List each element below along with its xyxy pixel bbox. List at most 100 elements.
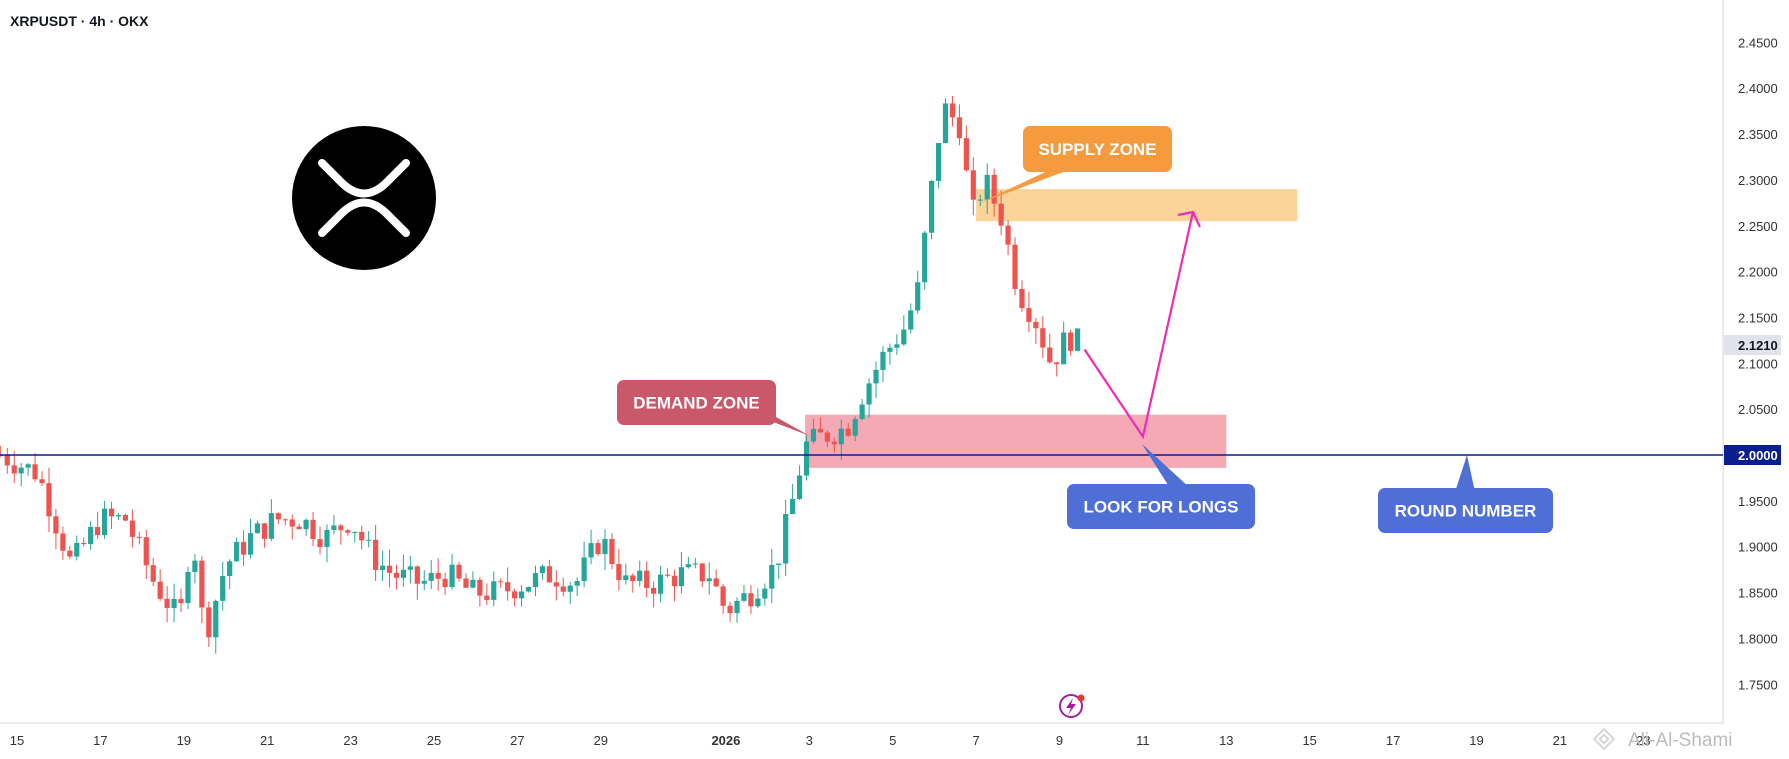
candle-body xyxy=(678,567,685,587)
candle-body xyxy=(206,607,212,638)
candle-body xyxy=(734,600,740,614)
candle-body xyxy=(115,514,122,517)
candle-body xyxy=(359,531,365,541)
candle-body xyxy=(991,174,997,204)
look-for-longs-callout-label: LOOK FOR LONGS xyxy=(1084,498,1239,517)
candle-body xyxy=(963,138,969,171)
candle-body xyxy=(1033,321,1039,329)
price-axis[interactable]: 1.7500 1.8000 1.8500 1.9000 1.9500 2.0500 2.10… xyxy=(1724,35,1781,692)
candle-body xyxy=(1040,328,1046,348)
candle-body xyxy=(852,418,858,436)
candle-body xyxy=(477,579,483,596)
lightning-icon[interactable] xyxy=(1059,694,1085,718)
candle-body xyxy=(845,428,851,436)
y-tick-label: 1.8500 xyxy=(1738,586,1778,601)
round-number-tag xyxy=(1724,445,1781,465)
candle-body xyxy=(442,578,448,588)
x-tick-label: 25 xyxy=(427,733,441,748)
y-tick-label: 2.0500 xyxy=(1738,402,1778,417)
candle-body xyxy=(776,563,782,565)
candle-body xyxy=(790,498,796,514)
candle-body xyxy=(1005,225,1011,245)
candle-body xyxy=(491,581,497,600)
candle-body xyxy=(386,565,393,573)
candle-body xyxy=(185,572,191,604)
x-tick-label: 17 xyxy=(93,733,107,748)
candle-body xyxy=(1026,308,1032,322)
candle-body xyxy=(220,576,226,601)
candle-body xyxy=(150,565,156,582)
candle-body xyxy=(560,586,566,592)
candle-body xyxy=(88,526,94,545)
candle-body xyxy=(136,536,142,538)
candle-body xyxy=(317,539,323,547)
demand-zone-box xyxy=(805,414,1227,468)
candle-body xyxy=(157,581,163,599)
candle-body xyxy=(275,513,281,520)
candle-body xyxy=(81,542,87,545)
candle-body xyxy=(706,578,712,582)
projection-path[interactable] xyxy=(1083,211,1195,440)
candle-body xyxy=(1068,332,1074,351)
x-tick-label: 2026 xyxy=(711,733,740,748)
xrp-logo xyxy=(292,126,436,270)
look-for-longs-callout[interactable]: LOOK FOR LONGS xyxy=(1067,444,1255,529)
demand-zone-callout[interactable]: DEMAND ZONE xyxy=(617,380,810,436)
candle-body xyxy=(810,428,817,442)
candle-body xyxy=(532,573,539,588)
supply-zone-callout-label: SUPPLY ZONE xyxy=(1038,140,1156,159)
candle-body xyxy=(53,516,59,534)
candle-body xyxy=(824,432,830,442)
symbol-header: XRPUSDT · 4h · OKX xyxy=(10,13,149,29)
candle-body xyxy=(859,404,865,419)
candle-body xyxy=(518,591,525,599)
y-tick-label: 2.1500 xyxy=(1738,310,1778,325)
candle-body xyxy=(171,599,177,609)
candle-body xyxy=(234,541,240,562)
supply-zone-box xyxy=(976,189,1298,222)
current-price-tag xyxy=(1724,335,1781,356)
candle-body xyxy=(379,565,386,570)
candle-body xyxy=(1012,244,1018,289)
candle-body xyxy=(755,598,761,607)
candle-body xyxy=(699,563,705,582)
candle-body xyxy=(657,574,664,594)
candle-body xyxy=(942,103,949,144)
candle-body xyxy=(338,525,344,531)
candle-body xyxy=(769,564,775,589)
x-tick-label: 19 xyxy=(1469,733,1483,748)
candle-body xyxy=(366,539,372,541)
candle-body xyxy=(4,455,10,466)
y-tick-label: 1.9000 xyxy=(1738,540,1778,555)
candle-body xyxy=(887,347,893,352)
candle-body xyxy=(227,561,233,577)
candle-body xyxy=(1019,288,1025,309)
supply-zone-callout[interactable]: SUPPLY ZONE xyxy=(980,126,1172,203)
zones-layer xyxy=(805,189,1298,468)
candle-body xyxy=(345,530,351,533)
candle-body xyxy=(373,539,379,570)
candle-body xyxy=(956,117,963,139)
candle-body xyxy=(282,519,288,521)
candle-body xyxy=(970,170,976,200)
candle-body xyxy=(310,519,316,540)
y-tick-label: 1.9500 xyxy=(1738,494,1778,509)
candle-body xyxy=(685,564,691,568)
current-price-tag-label: 2.1210 xyxy=(1738,338,1778,353)
candle-body xyxy=(39,479,45,484)
candle-body xyxy=(602,539,608,555)
candle-body xyxy=(1061,332,1067,365)
callouts-layer: SUPPLY ZONE DEMAND ZONE LOOK FOR LONGS ROUN… xyxy=(617,126,1553,533)
round-number-callout[interactable]: ROUND NUMBER xyxy=(1378,455,1553,533)
x-tick-label: 29 xyxy=(594,733,608,748)
candle-body xyxy=(915,282,921,311)
candle-body xyxy=(880,351,886,370)
candle-body xyxy=(539,566,546,574)
time-axis[interactable]: 15 17 19 21 23 25 27 29 2026 3 5 7 9 11 13 15 17 19 21 23 xyxy=(10,733,1651,748)
candle-body xyxy=(908,310,914,330)
candle-body xyxy=(456,564,462,579)
x-tick-label: 23 xyxy=(1636,733,1650,748)
candle-body xyxy=(129,520,135,537)
